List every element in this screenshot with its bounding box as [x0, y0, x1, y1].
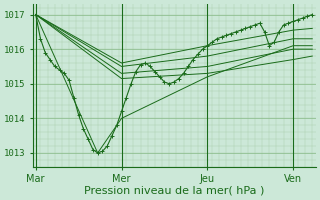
X-axis label: Pression niveau de la mer( hPa ): Pression niveau de la mer( hPa ) — [84, 186, 265, 196]
